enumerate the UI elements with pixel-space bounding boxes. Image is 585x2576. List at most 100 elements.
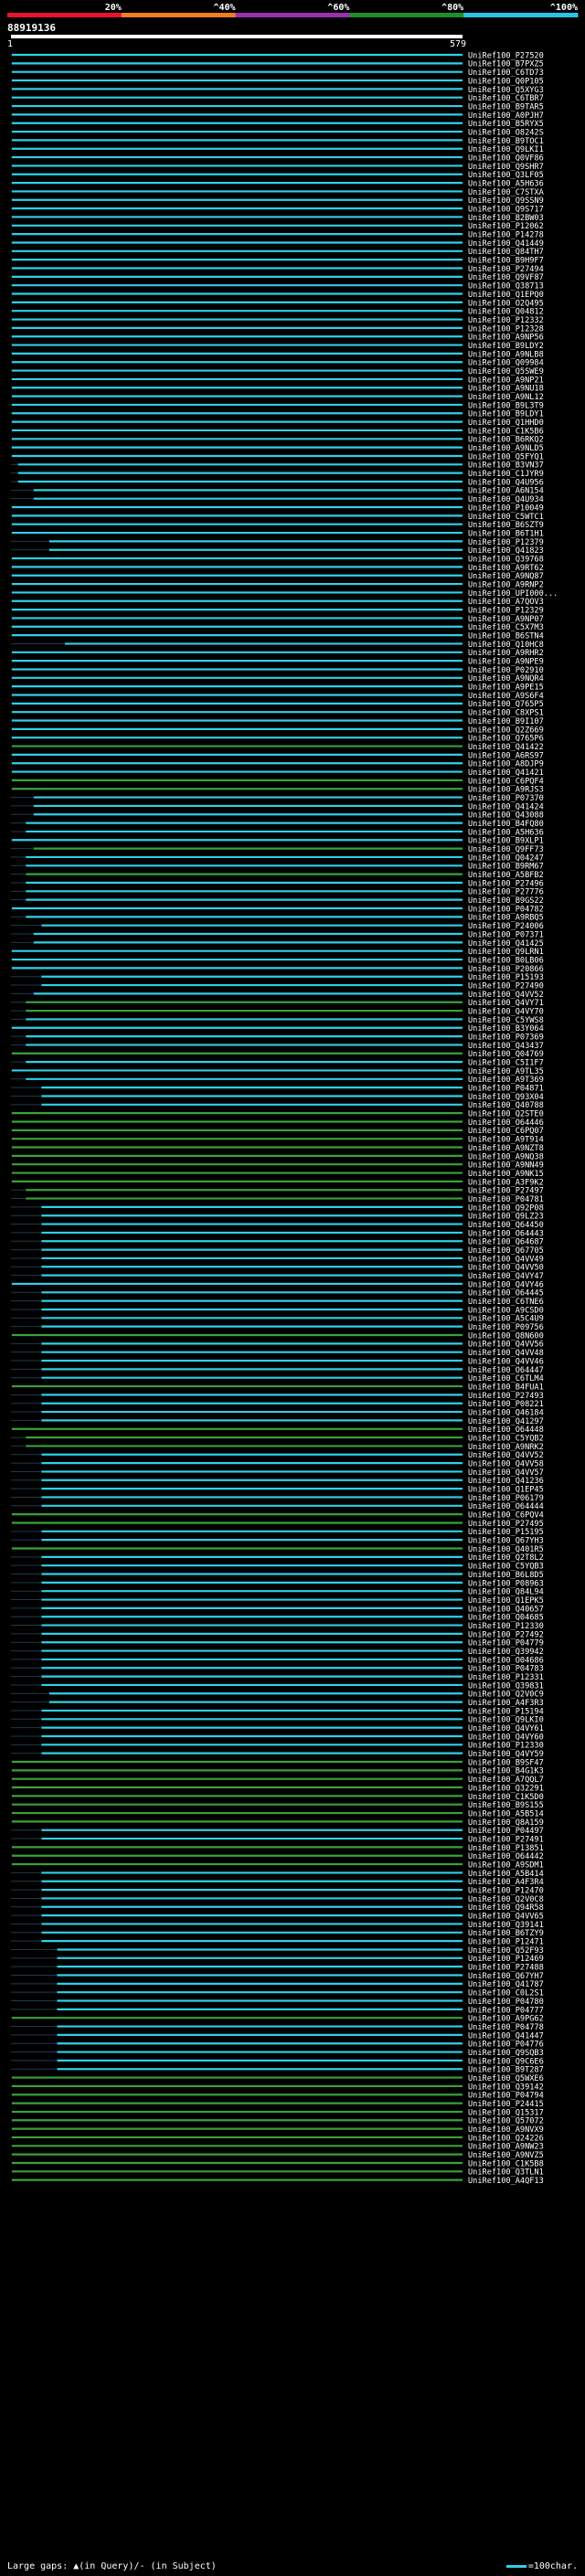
hit-label[interactable]: UniRef100_P15193 (468, 973, 544, 982)
hit-row[interactable]: UniRef100_O64444 (11, 1502, 544, 1511)
hit-row[interactable]: UniRef100_P27495 (11, 1520, 544, 1529)
hit-label[interactable]: UniRef100_P07370 (468, 794, 544, 803)
hit-label[interactable]: UniRef100_P12328 (468, 324, 544, 334)
hit-row[interactable]: UniRef100_Q9LKI0 (11, 1716, 544, 1725)
hit-label[interactable]: UniRef100_Q765P6 (468, 735, 544, 744)
hit-row[interactable]: UniRef100_A9NP07 (11, 615, 544, 624)
hit-row[interactable]: UniRef100_Q64687 (11, 1238, 544, 1247)
hit-row[interactable]: UniRef100_Q9S717 (11, 206, 544, 215)
hit-row[interactable]: UniRef100_Q84L94 (11, 1588, 544, 1597)
hit-row[interactable]: UniRef100_Q84TH7 (11, 248, 544, 257)
hit-row[interactable]: UniRef100_Q41421 (11, 769, 544, 778)
hit-label[interactable]: UniRef100_Q67YH7 (468, 1972, 544, 1981)
hit-label[interactable]: UniRef100_O04686 (468, 1656, 544, 1665)
hit-row[interactable]: UniRef100_P15194 (11, 1707, 544, 1716)
hit-label[interactable]: UniRef100_Q9SSN9 (468, 196, 544, 206)
hit-label[interactable]: UniRef100_Q93X04 (468, 1093, 544, 1102)
hit-label[interactable]: UniRef100_Q0P105 (468, 77, 544, 86)
hit-label[interactable]: UniRef100_Q2STE0 (468, 1110, 544, 1119)
hit-label[interactable]: UniRef100_B6TZY9 (468, 1929, 544, 1938)
hit-row[interactable]: UniRef100_B9S155 (11, 1801, 544, 1810)
hit-label[interactable]: UniRef100_A5B414 (468, 1870, 544, 1879)
hit-row[interactable]: UniRef100_Q9LRN1 (11, 948, 544, 957)
hit-label[interactable]: UniRef100_A9RNP2 (468, 580, 544, 589)
hit-row[interactable]: UniRef100_Q8N600 (11, 1331, 544, 1341)
hit-label[interactable]: UniRef100_P12062 (468, 222, 544, 231)
hit-row[interactable]: UniRef100_P06179 (11, 1494, 544, 1503)
hit-row[interactable]: UniRef100_Q2Z669 (11, 726, 544, 735)
hit-row[interactable]: UniRef100_Q39831 (11, 1681, 544, 1691)
hit-label[interactable]: UniRef100_A9NN49 (468, 1161, 544, 1171)
hit-row[interactable]: UniRef100_C1K5B6 (11, 427, 544, 436)
hit-row[interactable]: UniRef100_UPI000... (11, 589, 558, 599)
hit-label[interactable]: UniRef100_C5X7M3 (468, 623, 544, 632)
hit-row[interactable]: UniRef100_A9RHR2 (11, 649, 544, 658)
hit-row[interactable]: UniRef100_Q1EP45 (11, 1486, 544, 1495)
hit-row[interactable]: UniRef100_B7PXZ5 (11, 60, 544, 69)
hit-label[interactable]: UniRef100_C6TBR7 (468, 94, 544, 103)
hit-row[interactable]: UniRef100_P04776 (11, 2041, 544, 2050)
hit-label[interactable]: UniRef100_P12379 (468, 538, 544, 547)
hit-label[interactable]: UniRef100_Q57072 (468, 2117, 544, 2126)
hit-label[interactable]: UniRef100_B9LDY2 (468, 342, 544, 351)
hit-label[interactable]: UniRef100_P13851 (468, 1844, 544, 1853)
hit-row[interactable]: UniRef100_A9NPE9 (11, 658, 544, 667)
hit-label[interactable]: UniRef100_C1K5B6 (468, 427, 544, 436)
hit-row[interactable]: UniRef100_P04777 (11, 2006, 544, 2015)
hit-label[interactable]: UniRef100_Q4VY61 (468, 1724, 544, 1733)
hit-row[interactable]: UniRef100_B9T287 (11, 2066, 544, 2075)
hit-row[interactable]: UniRef100_A5B514 (11, 1809, 544, 1818)
hit-row[interactable]: UniRef100_Q52F93 (11, 1946, 544, 1956)
hit-label[interactable]: UniRef100_P08221 (468, 1400, 544, 1409)
hit-row[interactable]: UniRef100_Q1HHD0 (11, 419, 544, 428)
hit-label[interactable]: UniRef100_A9S6F4 (468, 692, 544, 701)
hit-row[interactable]: UniRef100_A9NVZ5 (11, 2151, 544, 2160)
hit-row[interactable]: UniRef100_O8242S (11, 128, 544, 137)
hit-row[interactable]: UniRef100_P04779 (11, 1639, 544, 1648)
hit-row[interactable]: UniRef100_Q4VV49 (11, 1255, 544, 1264)
hit-label[interactable]: UniRef100_A9NVZ5 (468, 2151, 544, 2160)
hit-label[interactable]: UniRef100_B5RYX5 (468, 120, 544, 129)
hit-row[interactable]: UniRef100_C6PQ07 (11, 1127, 544, 1136)
hit-row[interactable]: UniRef100_Q5FYQ1 (11, 452, 544, 461)
hit-label[interactable]: UniRef100_P14278 (468, 231, 544, 240)
hit-row[interactable]: UniRef100_A9NN49 (11, 1161, 544, 1171)
hit-label[interactable]: UniRef100_P15195 (468, 1528, 544, 1537)
hit-label[interactable]: UniRef100_A5B514 (468, 1809, 544, 1818)
hit-row[interactable]: UniRef100_Q94R58 (11, 1903, 544, 1913)
hit-row[interactable]: UniRef100_B2BW03 (11, 214, 544, 223)
hit-label[interactable]: UniRef100_P27488 (468, 1964, 544, 1973)
hit-label[interactable]: UniRef100_Q4U956 (468, 478, 544, 487)
hit-label[interactable]: UniRef100_A9NZT8 (468, 1144, 544, 1153)
hit-row[interactable]: UniRef100_P08221 (11, 1400, 544, 1409)
hit-row[interactable]: UniRef100_Q41425 (11, 939, 544, 949)
hit-row[interactable]: UniRef100_Q4VV46 (11, 1357, 544, 1366)
hit-row[interactable]: UniRef100_P12329 (11, 607, 544, 616)
hit-row[interactable]: UniRef100_P12469 (11, 1955, 544, 1964)
hit-label[interactable]: UniRef100_A9NW23 (468, 2143, 544, 2152)
hit-label[interactable]: UniRef100_P15194 (468, 1707, 544, 1716)
hit-label[interactable]: UniRef100_Q4VY47 (468, 1272, 544, 1281)
hit-row[interactable]: UniRef100_Q4VY46 (11, 1280, 544, 1289)
hit-row[interactable]: UniRef100_P04782 (11, 905, 544, 914)
hit-row[interactable]: UniRef100_O64445 (11, 1289, 544, 1299)
hit-row[interactable]: UniRef100_A9NK15 (11, 1170, 544, 1179)
hit-row[interactable]: UniRef100_Q9SHR7 (11, 163, 544, 172)
hit-label[interactable]: UniRef100_Q04247 (468, 853, 544, 863)
hit-label[interactable]: UniRef100_P12329 (468, 607, 544, 616)
hit-row[interactable]: UniRef100_A9NL12 (11, 393, 544, 402)
hit-label[interactable]: UniRef100_P24006 (468, 922, 544, 931)
hit-label[interactable]: UniRef100_C6TLM4 (468, 1374, 544, 1383)
hit-label[interactable]: UniRef100_B3Y064 (468, 1024, 544, 1034)
hit-label[interactable]: UniRef100_Q0VF86 (468, 154, 544, 163)
hit-row[interactable]: UniRef100_B3Y064 (11, 1024, 544, 1034)
hit-row[interactable]: UniRef100_P14278 (11, 231, 544, 240)
hit-row[interactable]: UniRef100_A3F9K2 (11, 1178, 544, 1187)
hit-label[interactable]: UniRef100_A9PG62 (468, 2015, 544, 2024)
hit-label[interactable]: UniRef100_B9I107 (468, 717, 544, 726)
hit-label[interactable]: UniRef100_Q40788 (468, 1101, 544, 1110)
hit-label[interactable]: UniRef100_Q4VV46 (468, 1357, 544, 1366)
hit-row[interactable]: UniRef100_P12471 (11, 1938, 544, 1947)
hit-row[interactable]: UniRef100_Q43437 (11, 1042, 544, 1051)
hit-row[interactable]: UniRef100_Q765P5 (11, 700, 544, 709)
